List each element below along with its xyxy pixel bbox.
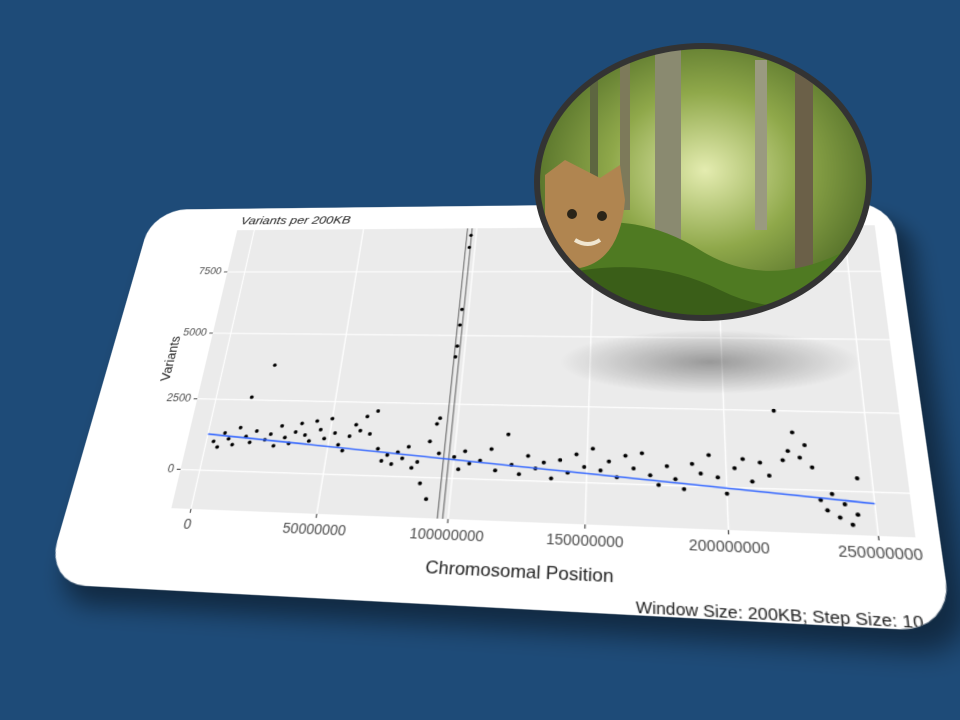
x-tick-label: 100000000: [409, 525, 485, 545]
point: [282, 435, 288, 440]
y-tick-label: 5000: [182, 327, 208, 338]
y-tick-label: 7500: [197, 267, 222, 277]
y-tick-label: 2500: [165, 392, 192, 404]
point: [353, 422, 359, 427]
photo-frame: [534, 43, 872, 321]
point: [306, 439, 312, 443]
x-tick-label: 50000000: [281, 520, 347, 539]
point: [271, 444, 276, 447]
x-tick-label: 0: [182, 516, 193, 532]
point: [293, 430, 298, 434]
point: [365, 415, 370, 419]
x-tick-label: 200000000: [689, 536, 771, 557]
x-tick-label: 150000000: [546, 531, 624, 551]
point: [332, 431, 338, 435]
x-tick-label: 250000000: [837, 542, 924, 563]
forest-photo: [537, 46, 869, 318]
point: [319, 428, 323, 432]
point: [375, 409, 381, 413]
point: [321, 436, 327, 441]
point: [286, 441, 291, 446]
point: [262, 437, 268, 442]
point: [303, 433, 307, 437]
y-tick-label: 0: [166, 462, 175, 475]
chart-title: Variants per 200KB: [240, 213, 352, 226]
point: [247, 440, 252, 445]
photo-shadow: [560, 330, 860, 394]
